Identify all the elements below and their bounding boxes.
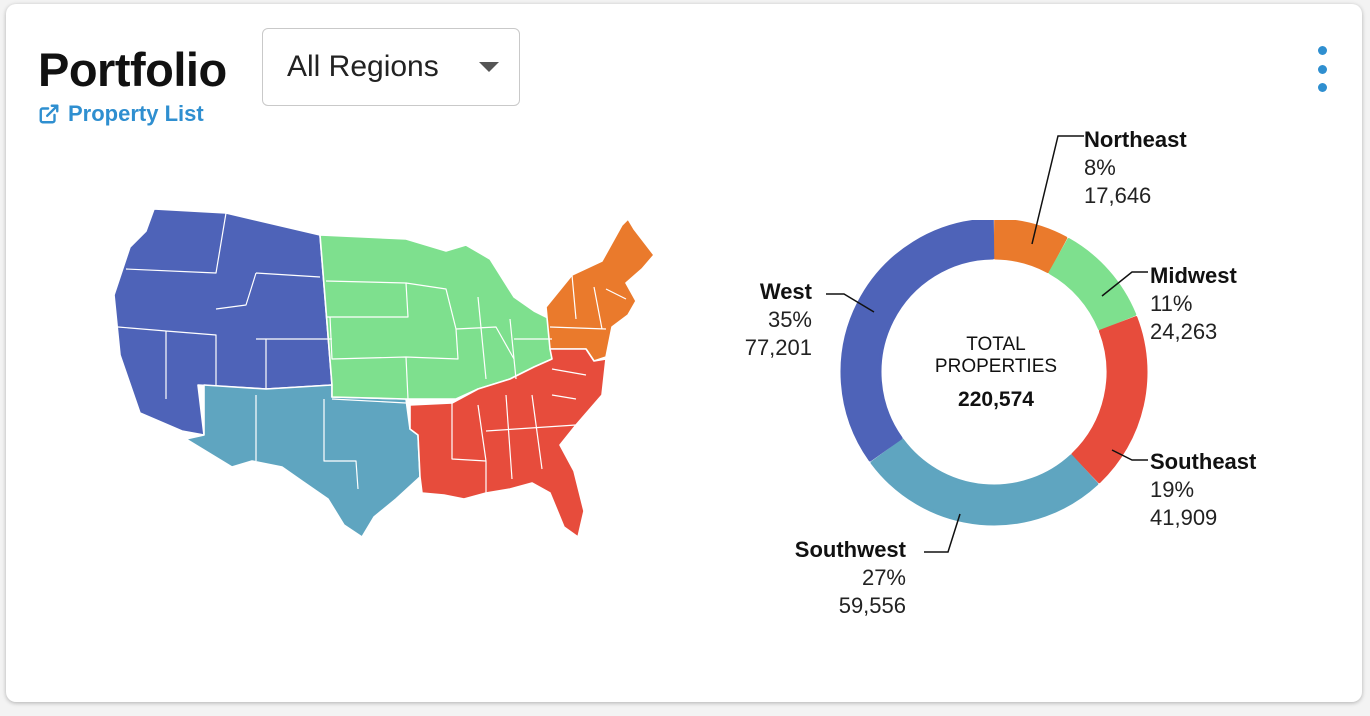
legend-value: 59,556: [838, 593, 906, 618]
page-title: Portfolio: [38, 43, 227, 96]
property-list-link[interactable]: Property List: [38, 101, 204, 127]
legend-name: Southwest: [794, 537, 906, 562]
map-region-southwest[interactable]: [185, 384, 421, 538]
region-donut-chart: [840, 220, 1148, 526]
donut-segment-southeast[interactable]: [1071, 316, 1148, 484]
legend-northeast: Northeast 8% 17,646: [1084, 126, 1187, 210]
legend-midwest: Midwest 11% 24,263: [1150, 262, 1237, 346]
legend-percent: 8%: [1084, 155, 1116, 180]
legend-west: West 35% 77,201: [706, 278, 812, 362]
kebab-menu-icon[interactable]: [1308, 46, 1336, 92]
legend-percent: 11%: [1150, 291, 1193, 316]
legend-percent: 19%: [1150, 477, 1195, 502]
legend-name: Midwest: [1150, 263, 1237, 288]
property-list-label: Property List: [68, 101, 204, 126]
portfolio-card: Portfolio Property List All Regions: [6, 4, 1362, 702]
map-region-northeast[interactable]: [545, 218, 655, 362]
legend-value: 41,909: [1150, 505, 1218, 530]
legend-name: Southeast: [1150, 449, 1257, 474]
legend-value: 17,646: [1084, 183, 1152, 208]
donut-center-label: TOTAL PROPERTIES: [934, 334, 1058, 377]
region-select-value: All Regions: [287, 50, 439, 83]
legend-percent: 35%: [767, 307, 812, 332]
region-select[interactable]: All Regions: [262, 28, 520, 106]
legend-name: Northeast: [1084, 127, 1187, 152]
chevron-down-icon: [479, 62, 499, 72]
legend-southwest: Southwest 27% 59,556: [762, 536, 906, 620]
legend-percent: 27%: [861, 565, 906, 590]
us-regions-map: [113, 208, 655, 538]
external-link-icon: [39, 104, 59, 124]
donut-segment-west[interactable]: [840, 220, 995, 462]
legend-southeast: Southeast 19% 41,909: [1150, 448, 1256, 532]
donut-segment-southwest[interactable]: [870, 438, 1099, 526]
legend-value: 77,201: [744, 335, 812, 360]
legend-name: West: [759, 279, 812, 304]
donut-total-value: 220,574: [958, 388, 1034, 411]
donut-segment-midwest[interactable]: [1048, 238, 1137, 331]
legend-value: 24,263: [1150, 319, 1218, 344]
